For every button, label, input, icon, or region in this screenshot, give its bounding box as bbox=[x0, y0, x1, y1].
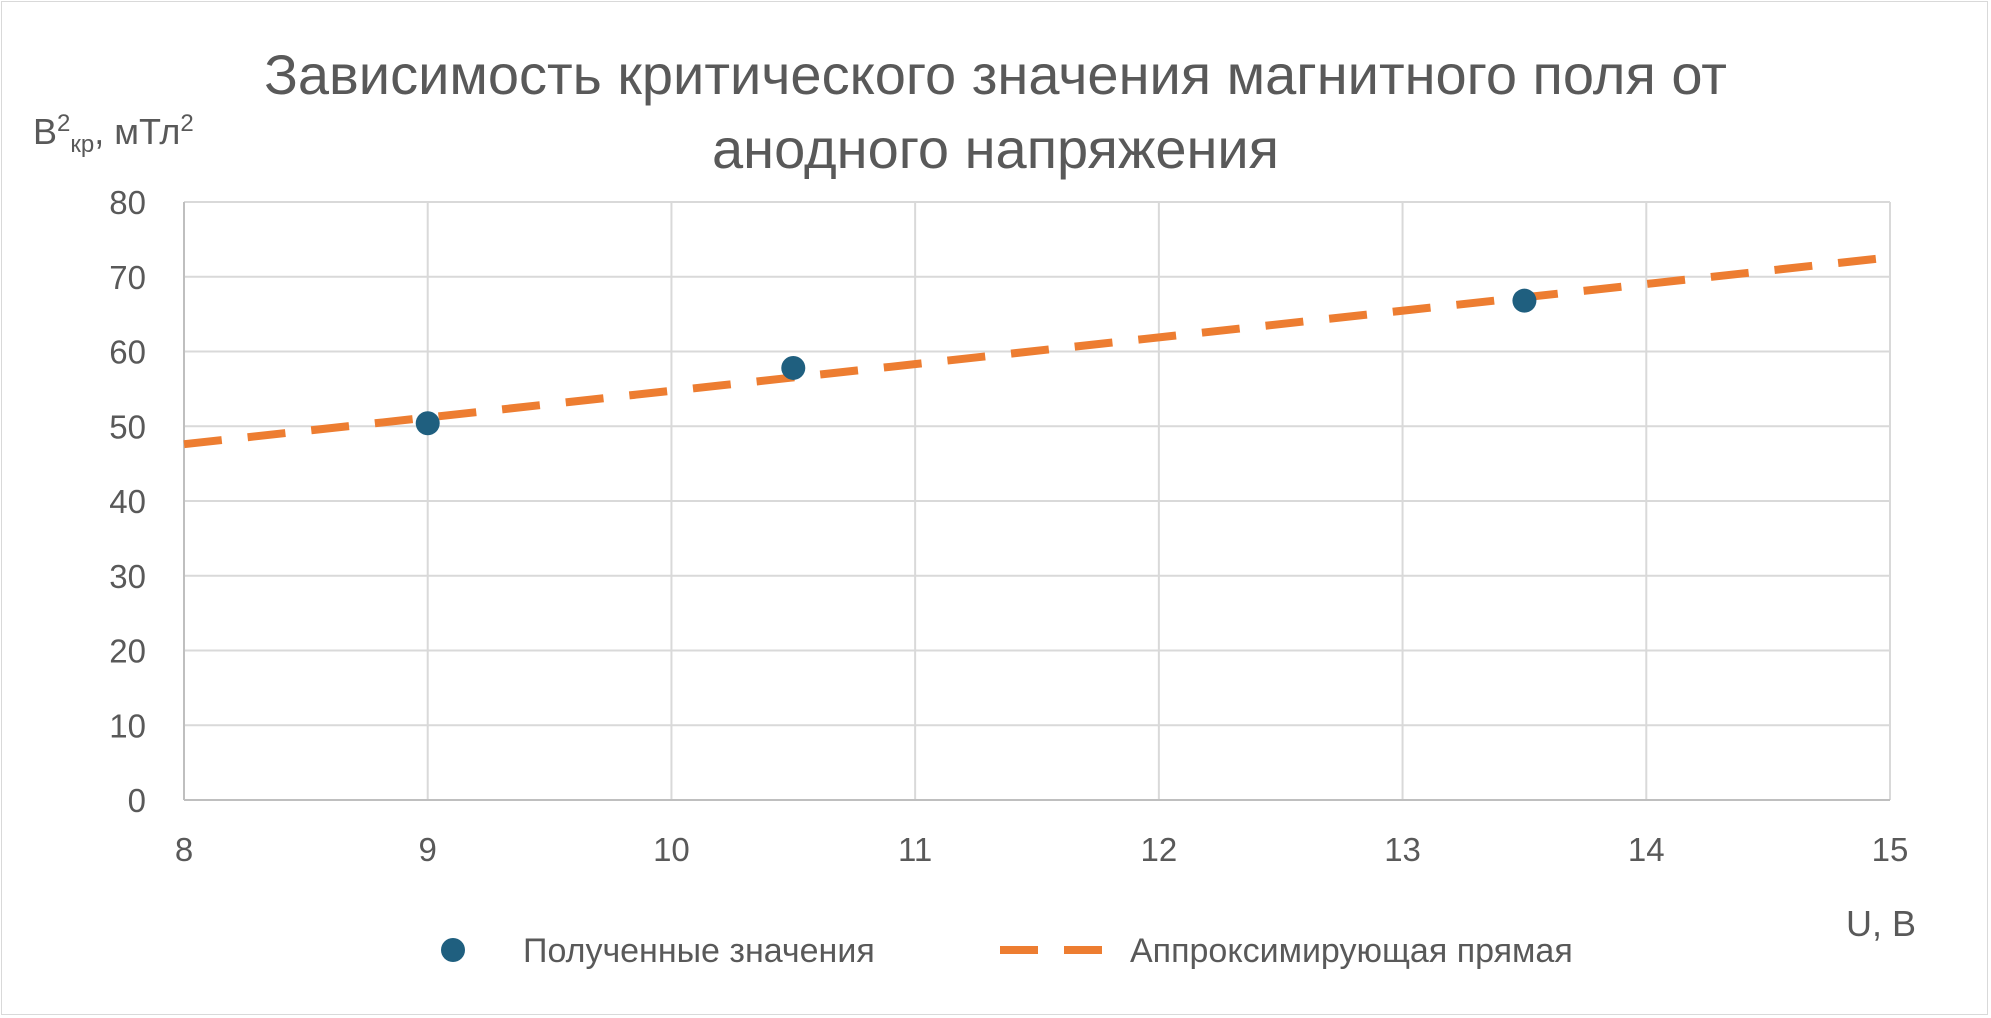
y-tick-label: 80 bbox=[109, 184, 146, 221]
data-point-marker bbox=[1512, 288, 1537, 313]
chart-title-line-1: Зависимость критического значения магнит… bbox=[264, 43, 1727, 106]
trendline-line bbox=[183, 253, 1891, 449]
x-tick-label: 8 bbox=[175, 831, 193, 868]
grid bbox=[184, 201, 1891, 800]
y-axis-label-rest: , мТл bbox=[94, 111, 181, 152]
y-axis-label-base: B bbox=[33, 111, 58, 152]
y-axis-label-sup2: 2 bbox=[180, 110, 194, 137]
x-tick-label: 12 bbox=[1140, 831, 1177, 868]
y-axis-label-sup1: 2 bbox=[57, 110, 71, 137]
tick-labels: 0 10 20 30 40 50 60 70 80 8 9 10 11 12 13 14 15 bbox=[109, 184, 1908, 868]
series-layer bbox=[183, 253, 1891, 449]
y-tick-label: 0 bbox=[128, 782, 146, 819]
legend-label: Аппроксимирующая прямая bbox=[1130, 932, 1573, 970]
x-tick-label: 15 bbox=[1872, 831, 1909, 868]
x-tick-label: 13 bbox=[1384, 831, 1421, 868]
legend-marker-icon bbox=[441, 938, 465, 962]
x-axis-label: U, В bbox=[1846, 903, 1917, 944]
y-tick-label: 70 bbox=[109, 259, 146, 296]
data-point-marker bbox=[415, 411, 440, 436]
chart-title-line-2: анодного напряжения bbox=[712, 117, 1279, 180]
legend-label: Полученные значения bbox=[523, 932, 875, 970]
x-tick-label: 14 bbox=[1628, 831, 1665, 868]
x-tick-label: 9 bbox=[419, 831, 437, 868]
y-axis-label-sub: кр bbox=[70, 131, 95, 159]
chart-title: Зависимость критического значения магнит… bbox=[0, 38, 1991, 186]
axes bbox=[183, 202, 1890, 801]
data-point-marker bbox=[781, 355, 806, 380]
x-tick-label: 11 bbox=[898, 831, 932, 868]
x-tick-label: 10 bbox=[653, 831, 690, 868]
y-tick-label: 60 bbox=[109, 334, 146, 371]
y-tick-label: 50 bbox=[109, 408, 146, 445]
y-tick-label: 30 bbox=[109, 558, 146, 595]
y-axis-label: B2кр, мТл2 bbox=[33, 108, 194, 159]
legend: Полученные значения Аппроксимирующая прям… bbox=[441, 932, 1573, 970]
y-tick-label: 40 bbox=[109, 483, 146, 520]
y-tick-label: 10 bbox=[109, 707, 146, 744]
y-tick-label: 20 bbox=[109, 633, 146, 670]
